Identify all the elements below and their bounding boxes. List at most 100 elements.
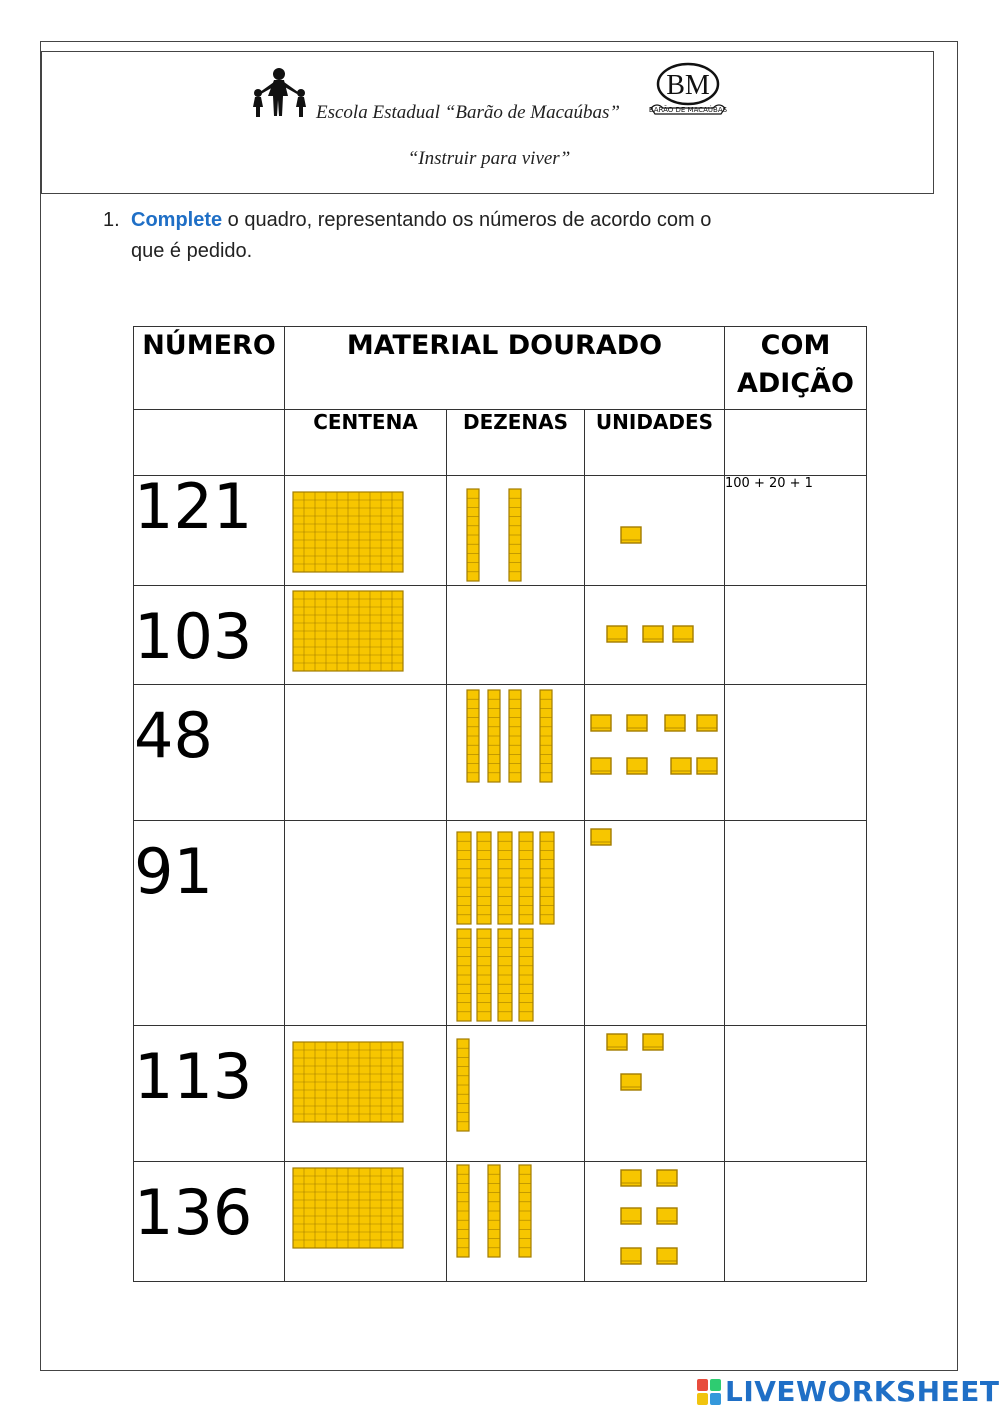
table-row: 136 bbox=[133, 1161, 867, 1282]
table-row: 103 bbox=[133, 585, 867, 685]
liveworksheets-icon bbox=[697, 1378, 721, 1405]
table-row: 113 bbox=[133, 1025, 867, 1162]
unidades-cell bbox=[584, 585, 725, 685]
unit-cube bbox=[590, 714, 612, 732]
number-cell: 136 bbox=[133, 1161, 285, 1282]
ten-rod bbox=[518, 831, 534, 925]
table-row: 91 bbox=[133, 820, 867, 1026]
subheader-empty bbox=[133, 409, 285, 476]
school-motto: “Instruir para viver” bbox=[407, 148, 571, 169]
ten-rod bbox=[497, 831, 513, 925]
subheader-dezenas: DEZENAS bbox=[446, 409, 585, 476]
number-cell: 121 bbox=[133, 475, 285, 586]
unit-cube bbox=[590, 757, 612, 775]
question-number: 1. bbox=[103, 209, 120, 231]
school-crest-logo: BM BARÃO DE MACAÚBAS bbox=[643, 62, 733, 122]
liveworksheets-logo[interactable]: LIVEWORKSHEETS bbox=[697, 1375, 1000, 1408]
unit-cube bbox=[626, 757, 648, 775]
addition-cell[interactable] bbox=[724, 1025, 867, 1162]
instruction-line-1: 1. Complete o quadro, representando os nú… bbox=[103, 205, 843, 236]
ten-rod bbox=[508, 689, 522, 783]
ten-rod bbox=[476, 831, 492, 925]
ten-rod bbox=[518, 928, 534, 1022]
addition-cell[interactable] bbox=[724, 585, 867, 685]
ten-rod bbox=[466, 689, 480, 783]
dezenas-cell bbox=[446, 1025, 585, 1162]
ten-rod bbox=[456, 1164, 470, 1258]
header-material-dourado: MATERIAL DOURADO bbox=[284, 326, 725, 410]
unidades-cell bbox=[584, 1161, 725, 1282]
ten-rod bbox=[508, 488, 522, 582]
dezenas-cell bbox=[446, 475, 585, 586]
centena-cell bbox=[284, 820, 447, 1026]
addition-cell[interactable] bbox=[724, 1161, 867, 1282]
header-box bbox=[41, 51, 934, 194]
header-com-adicao: COM ADIÇÃO bbox=[724, 326, 867, 410]
addition-cell[interactable] bbox=[724, 820, 867, 1026]
unit-cube bbox=[606, 625, 628, 643]
school-name: Escola Estadual “Barão de Macaúbas” bbox=[316, 102, 620, 123]
unidades-cell bbox=[584, 684, 725, 821]
ten-rod bbox=[476, 928, 492, 1022]
ten-rod bbox=[456, 831, 472, 925]
hundred-flat bbox=[292, 1167, 404, 1249]
unit-cube bbox=[656, 1169, 678, 1187]
unit-cube bbox=[606, 1033, 628, 1051]
subheader-unidades: UNIDADES bbox=[584, 409, 725, 476]
unit-cube bbox=[626, 714, 648, 732]
ten-rod bbox=[539, 689, 553, 783]
ten-rod bbox=[518, 1164, 532, 1258]
unit-cube bbox=[696, 714, 718, 732]
unit-cube bbox=[696, 757, 718, 775]
addition-cell[interactable]: 100 + 20 + 1 bbox=[724, 475, 867, 586]
unit-cube bbox=[672, 625, 694, 643]
ten-rod bbox=[487, 689, 501, 783]
number-cell: 91 bbox=[133, 820, 285, 1026]
number-cell: 113 bbox=[133, 1025, 285, 1162]
subheader-centena: CENTENA bbox=[284, 409, 447, 476]
unit-cube bbox=[656, 1247, 678, 1265]
subheader-empty bbox=[724, 409, 867, 476]
number-cell: 103 bbox=[133, 585, 285, 685]
ten-rod bbox=[456, 928, 472, 1022]
hundred-flat bbox=[292, 491, 404, 573]
instruction-text: o quadro, representando os números de ac… bbox=[222, 209, 712, 231]
dezenas-cell bbox=[446, 684, 585, 821]
instruction-line-2: que é pedido. bbox=[131, 240, 253, 262]
hundred-flat bbox=[292, 1041, 404, 1123]
unit-cube bbox=[656, 1207, 678, 1225]
ten-rod bbox=[497, 928, 513, 1022]
header-row: NÚMERO MATERIAL DOURADO COM ADIÇÃO bbox=[133, 326, 867, 410]
liveworksheets-text: LIVEWORKSHEETS bbox=[725, 1375, 1000, 1408]
base-ten-table: NÚMERO MATERIAL DOURADO COM ADIÇÃO CENTE… bbox=[133, 326, 867, 1282]
table-row: 48 bbox=[133, 684, 867, 821]
unit-cube bbox=[642, 625, 664, 643]
unit-cube bbox=[642, 1033, 664, 1051]
centena-cell bbox=[284, 475, 447, 586]
instruction: 1. Complete o quadro, representando os nú… bbox=[103, 205, 843, 267]
unit-cube bbox=[664, 714, 686, 732]
unit-cube bbox=[620, 1073, 642, 1091]
unidades-cell bbox=[584, 475, 725, 586]
ten-rod bbox=[539, 831, 555, 925]
crest-initials: BM bbox=[666, 70, 710, 101]
unit-cube bbox=[620, 526, 642, 544]
number-cell: 48 bbox=[133, 684, 285, 821]
unit-cube bbox=[590, 828, 612, 846]
table-row: 121 100 + 20 + 1 bbox=[133, 475, 867, 586]
unit-cube bbox=[620, 1169, 642, 1187]
dezenas-cell bbox=[446, 820, 585, 1026]
unit-cube bbox=[670, 757, 692, 775]
ten-rod bbox=[466, 488, 480, 582]
header-numero: NÚMERO bbox=[133, 326, 285, 410]
addition-value: 100 + 20 + 1 bbox=[725, 476, 813, 491]
addition-cell[interactable] bbox=[724, 684, 867, 821]
centena-cell bbox=[284, 1025, 447, 1162]
ten-rod bbox=[487, 1164, 501, 1258]
centena-cell bbox=[284, 585, 447, 685]
dezenas-cell bbox=[446, 1161, 585, 1282]
hundred-flat bbox=[292, 590, 404, 672]
ten-rod bbox=[456, 1038, 470, 1132]
instruction-verb: Complete bbox=[131, 209, 223, 231]
crest-banner-text: BARÃO DE MACAÚBAS bbox=[649, 105, 728, 114]
